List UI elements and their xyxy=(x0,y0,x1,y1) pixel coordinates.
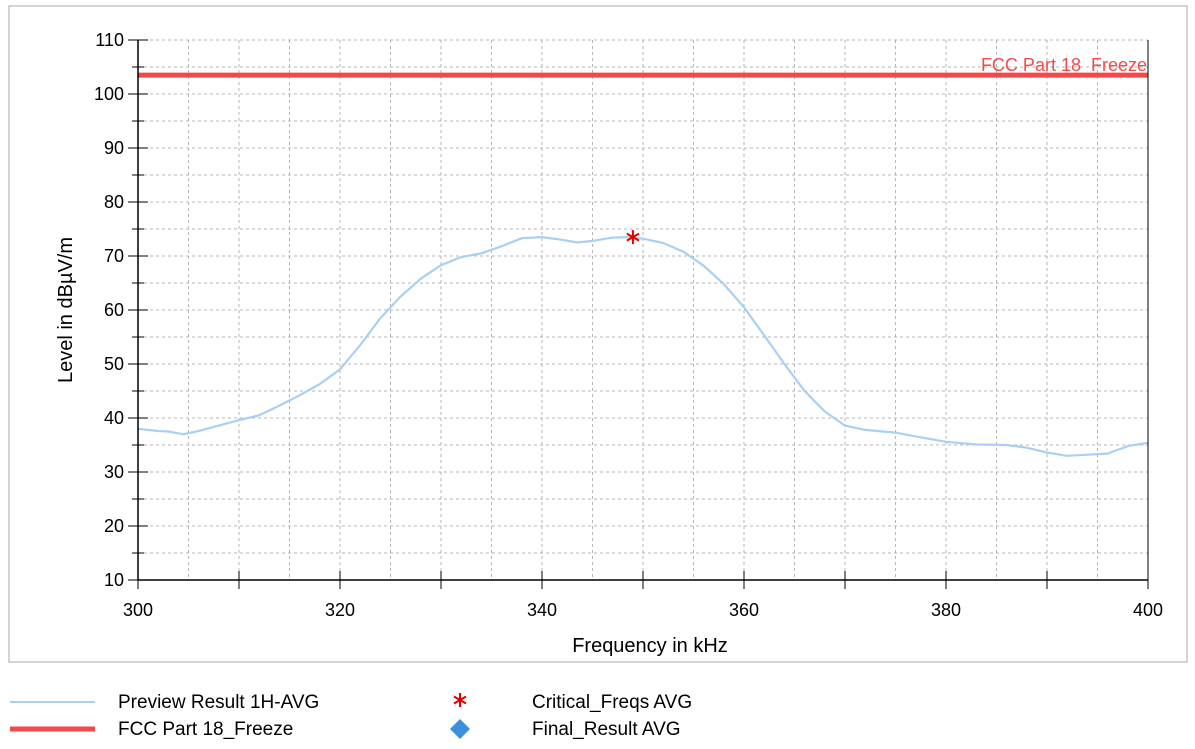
legend-label: Critical_Freqs AVG xyxy=(532,692,692,713)
y-tick-label: 70 xyxy=(104,246,124,266)
y-tick-label: 110 xyxy=(95,30,124,50)
y-tick-label: 20 xyxy=(104,516,124,536)
x-tick-label: 300 xyxy=(123,600,153,620)
y-tick-label: 40 xyxy=(104,408,124,428)
legend: Preview Result 1H-AVG FCC Part 18_Freeze C… xyxy=(10,692,692,740)
x-tick-label: 360 xyxy=(729,600,759,620)
grid xyxy=(138,39,1148,580)
legend-label: Final_Result AVG xyxy=(532,719,681,740)
asterisk-stroke xyxy=(626,232,640,242)
y-tick-label: 10 xyxy=(104,570,124,590)
asterisk-stroke xyxy=(453,695,467,705)
legend-swatch-diamond xyxy=(450,719,470,739)
y-tick-label: 100 xyxy=(94,84,124,104)
x-axis-title: Frequency in kHz xyxy=(572,635,728,657)
y-tick-label: 60 xyxy=(104,300,124,320)
y-tick-label: 50 xyxy=(104,354,124,374)
series-layer: FCC Part 18_Freeze xyxy=(137,55,1149,457)
preview-result-line xyxy=(137,236,1149,457)
x-tick-label: 380 xyxy=(931,600,961,620)
chart-frame xyxy=(8,5,1188,663)
critical-freq-marker xyxy=(626,230,640,245)
y-tick-label: 80 xyxy=(104,192,124,212)
limit-line-label: FCC Part 18_Freeze xyxy=(981,55,1147,76)
legend-label: FCC Part 18_Freeze xyxy=(118,719,293,740)
tick-labels: 10 20 30 40 50 60 70 80 90 100 110 300 320 340 360 380 4… xyxy=(94,30,1163,620)
axis-ticks xyxy=(128,39,1149,589)
y-tick-label: 90 xyxy=(104,138,124,158)
legend-swatch-asterisk xyxy=(453,693,467,707)
y-tick-label: 30 xyxy=(104,462,124,482)
y-axis-title: Level in dBµV/m xyxy=(55,237,77,383)
legend-label: Preview Result 1H-AVG xyxy=(118,692,319,713)
x-tick-label: 320 xyxy=(325,600,355,620)
x-tick-label: 400 xyxy=(1133,600,1163,620)
x-tick-label: 340 xyxy=(527,600,557,620)
